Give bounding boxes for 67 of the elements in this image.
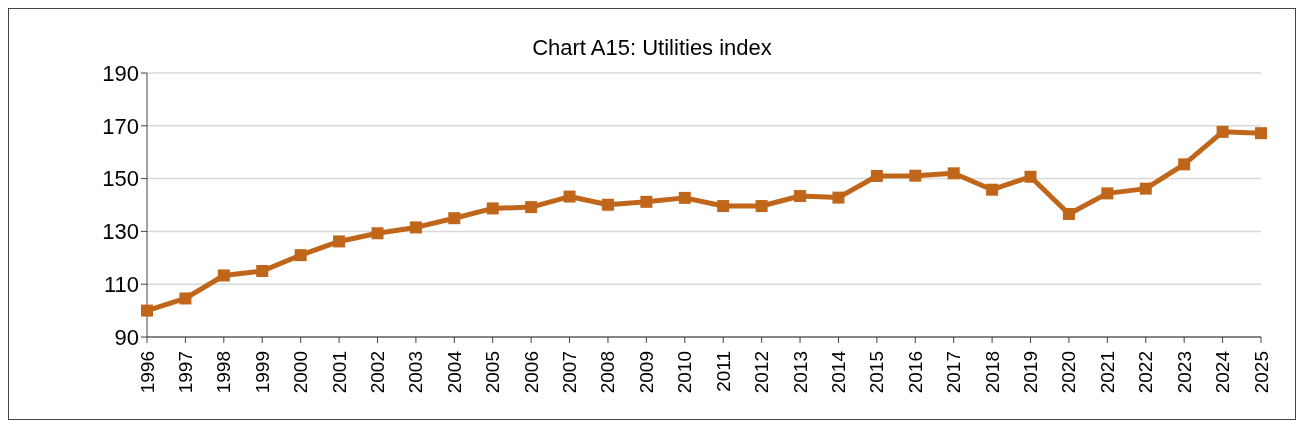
x-tick-label: 1998 bbox=[213, 351, 235, 394]
point bbox=[333, 235, 346, 248]
point bbox=[217, 269, 230, 282]
point bbox=[1216, 125, 1229, 138]
x-tick-label: 2003 bbox=[405, 351, 427, 394]
point bbox=[1178, 158, 1191, 171]
point bbox=[794, 190, 807, 203]
point bbox=[486, 202, 499, 215]
y-tick-label: 170 bbox=[102, 113, 139, 139]
x-tick-label: 2011 bbox=[712, 351, 734, 392]
point bbox=[1062, 207, 1075, 220]
x-tick-label: 2014 bbox=[827, 350, 849, 394]
point bbox=[986, 183, 999, 196]
point bbox=[1024, 170, 1037, 183]
y-tick-label: 90 bbox=[114, 324, 139, 350]
point bbox=[409, 221, 422, 234]
x-tick-label: 2019 bbox=[1020, 351, 1042, 394]
point bbox=[717, 200, 730, 213]
y-tick-label: 190 bbox=[102, 60, 139, 86]
x-tick-label: 2018 bbox=[981, 351, 1003, 394]
x-tick-label: 2000 bbox=[290, 351, 312, 394]
x-tick-label: 2017 bbox=[943, 351, 965, 394]
point bbox=[563, 190, 576, 203]
point bbox=[179, 292, 192, 305]
x-tick-label: 2009 bbox=[635, 351, 657, 394]
point bbox=[294, 249, 307, 262]
point bbox=[678, 191, 691, 204]
x-tick-label: 2008 bbox=[597, 351, 619, 394]
x-tick-label: 2023 bbox=[1173, 351, 1195, 394]
chart-title: Chart A15: Utilities index bbox=[531, 35, 773, 61]
point bbox=[448, 212, 461, 225]
x-tick-label: 2012 bbox=[751, 351, 773, 394]
x-tick-label: 2001 bbox=[328, 351, 350, 394]
x-tick-label: 2024 bbox=[1212, 350, 1234, 394]
point bbox=[1255, 127, 1267, 140]
point bbox=[947, 167, 960, 180]
x-tick-label: 2022 bbox=[1135, 351, 1157, 394]
point bbox=[870, 169, 883, 182]
point bbox=[141, 304, 153, 317]
x-tick-label: 2005 bbox=[482, 351, 504, 394]
point bbox=[755, 200, 768, 213]
point bbox=[256, 265, 269, 277]
point bbox=[909, 169, 922, 182]
x-tick-label: 2013 bbox=[789, 351, 811, 394]
point bbox=[371, 227, 384, 240]
x-tick-label: 2021 bbox=[1096, 351, 1118, 394]
x-tick-label: 2004 bbox=[443, 350, 465, 394]
x-tick-label: 2016 bbox=[904, 351, 926, 394]
x-tick-label: 2002 bbox=[366, 351, 388, 394]
point bbox=[601, 198, 614, 211]
x-tick-label: 1996 bbox=[136, 351, 158, 394]
x-tick-label: 2025 bbox=[1250, 351, 1272, 394]
x-tick-label: 2006 bbox=[520, 351, 542, 394]
point bbox=[832, 191, 845, 204]
x-tick-label: 1997 bbox=[174, 351, 196, 394]
x-tick-label: 2020 bbox=[1058, 351, 1080, 394]
point bbox=[640, 195, 653, 208]
x-tick-label: 2010 bbox=[674, 351, 696, 394]
point bbox=[1139, 182, 1152, 195]
y-tick-label: 110 bbox=[103, 272, 139, 298]
y-tick-label: 150 bbox=[102, 166, 139, 192]
x-tick-label: 2007 bbox=[559, 351, 581, 394]
point bbox=[1101, 187, 1114, 200]
x-tick-label: 1999 bbox=[251, 351, 273, 394]
x-tick-label: 2015 bbox=[866, 351, 888, 394]
y-tick-label: 130 bbox=[102, 219, 139, 245]
point bbox=[525, 201, 538, 214]
